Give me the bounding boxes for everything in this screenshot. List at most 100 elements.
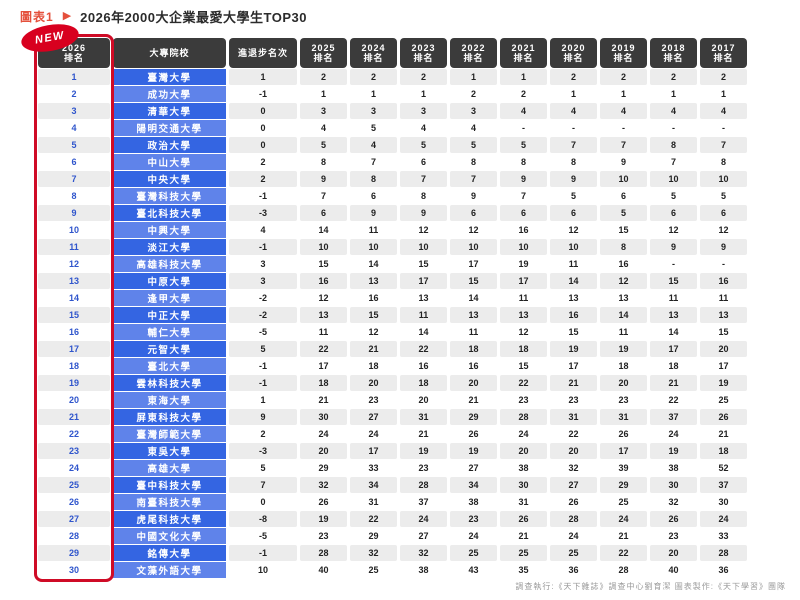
year-rank-cell: 25 [450, 545, 497, 561]
year-rank-cell: 21 [500, 528, 547, 544]
year-rank-cell: 7 [450, 171, 497, 187]
year-rank-cell: 19 [300, 511, 347, 527]
column-header-line1: 2026 [61, 42, 87, 53]
year-rank-cell: 12 [550, 222, 597, 238]
year-rank-cell: 17 [600, 443, 647, 459]
university-name: 中興大學 [113, 222, 226, 238]
year-rank-cell: 32 [550, 460, 597, 476]
year-rank-cell: 28 [500, 409, 547, 425]
change-cell: -5 [229, 324, 297, 340]
year-rank-cell: 15 [450, 273, 497, 289]
column-header-line1: 大專院校 [149, 47, 190, 58]
year-rank-cell: 10 [300, 239, 347, 255]
year-rank-cell: 38 [450, 494, 497, 510]
rank-cell: 28 [38, 528, 110, 544]
change-cell: 10 [229, 562, 297, 578]
year-rank-cell: 28 [700, 545, 747, 561]
university-name: 南臺科技大學 [113, 494, 226, 510]
year-rank-cell: 5 [600, 205, 647, 221]
year-rank-cell: 18 [450, 341, 497, 357]
change-cell: -1 [229, 239, 297, 255]
column-header-進退步名次: 進退步名次 [229, 38, 297, 68]
year-rank-cell: - [550, 120, 597, 136]
year-rank-cell: 1 [400, 86, 447, 102]
year-rank-cell: 2 [600, 69, 647, 85]
year-rank-cell: 21 [700, 426, 747, 442]
year-rank-cell: 15 [500, 358, 547, 374]
year-rank-cell: 9 [650, 239, 697, 255]
year-rank-cell: 12 [450, 222, 497, 238]
year-rank-cell: 28 [300, 545, 347, 561]
year-rank-cell: 15 [700, 324, 747, 340]
year-rank-cell: 10 [500, 239, 547, 255]
column-header-2017: 2017 排名 [700, 38, 747, 68]
column-header-line1: 2021 [511, 42, 536, 53]
year-rank-cell: 4 [300, 120, 347, 136]
year-rank-cell: 8 [300, 154, 347, 170]
university-name: 陽明交通大學 [113, 120, 226, 136]
year-rank-cell: 5 [400, 137, 447, 153]
year-rank-cell: 20 [300, 443, 347, 459]
year-rank-cell: 1 [650, 86, 697, 102]
year-rank-cell: 6 [350, 188, 397, 204]
year-rank-cell: 28 [550, 511, 597, 527]
year-rank-cell: 26 [650, 511, 697, 527]
university-name: 雲林科技大學 [113, 375, 226, 391]
university-name: 臺灣大學 [113, 69, 226, 85]
column-header-line2: 排名 [563, 53, 584, 63]
year-rank-cell: 40 [650, 562, 697, 578]
year-rank-cell: 2 [450, 86, 497, 102]
year-rank-cell: 9 [400, 205, 447, 221]
year-rank-cell: 7 [650, 154, 697, 170]
year-rank-cell: 13 [550, 290, 597, 306]
rank-cell: 13 [38, 273, 110, 289]
change-cell: -3 [229, 205, 297, 221]
year-rank-cell: 23 [350, 392, 397, 408]
year-rank-cell: 26 [450, 426, 497, 442]
column-header-line1: 2019 [611, 42, 636, 53]
year-rank-cell: 13 [650, 307, 697, 323]
column-header-line1: 2023 [411, 42, 436, 53]
year-rank-cell: 1 [350, 86, 397, 102]
change-cell: 0 [229, 103, 297, 119]
change-cell: -1 [229, 188, 297, 204]
rank-cell: 10 [38, 222, 110, 238]
rank-cell: 17 [38, 341, 110, 357]
year-rank-cell: 25 [500, 545, 547, 561]
change-cell: 5 [229, 460, 297, 476]
column-header-line2: 排名 [713, 53, 734, 63]
year-rank-cell: 19 [700, 375, 747, 391]
year-rank-cell: 12 [400, 222, 447, 238]
year-rank-cell: 31 [600, 409, 647, 425]
year-rank-cell: 6 [600, 188, 647, 204]
year-rank-cell: 8 [450, 154, 497, 170]
year-rank-cell: 22 [500, 375, 547, 391]
title-row: 圖表1 ▶ 2026年2000大企業最愛大學生TOP30 [20, 7, 307, 26]
year-rank-cell: 7 [350, 154, 397, 170]
column-header-line1: 2018 [661, 42, 686, 53]
year-rank-cell: 2 [700, 69, 747, 85]
year-rank-cell: - [650, 120, 697, 136]
change-cell: -1 [229, 545, 297, 561]
year-rank-cell: 37 [400, 494, 447, 510]
year-rank-cell: 5 [450, 137, 497, 153]
year-rank-cell: 19 [450, 443, 497, 459]
rank-cell: 14 [38, 290, 110, 306]
year-rank-cell: 6 [550, 205, 597, 221]
ranking-table: 2026 排名 大專院校 進退步名次 2025 排名 2024 排名 2023 排名 2022 排名 2… [19, 20, 747, 582]
year-rank-cell: 26 [550, 494, 597, 510]
year-rank-cell: 22 [600, 545, 647, 561]
year-rank-cell: 5 [650, 188, 697, 204]
year-rank-cell: 36 [550, 562, 597, 578]
year-rank-cell: 31 [550, 409, 597, 425]
year-rank-cell: 1 [300, 86, 347, 102]
year-rank-cell: 2 [650, 69, 697, 85]
year-rank-cell: 40 [300, 562, 347, 578]
year-rank-cell: 31 [350, 494, 397, 510]
year-rank-cell: 29 [300, 460, 347, 476]
year-rank-cell: 1 [450, 69, 497, 85]
year-rank-cell: 20 [700, 341, 747, 357]
rank-cell: 4 [38, 120, 110, 136]
rank-cell: 8 [38, 188, 110, 204]
year-rank-cell: 27 [550, 477, 597, 493]
